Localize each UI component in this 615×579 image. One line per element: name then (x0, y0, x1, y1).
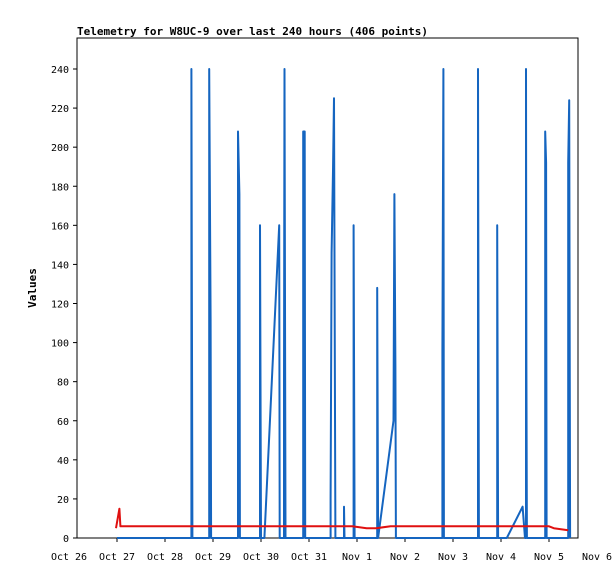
y-tick-label: 200 (51, 143, 69, 154)
series-layer (115, 68, 572, 539)
y-tick-label: 160 (51, 221, 69, 232)
x-tick-label: Nov 3 (438, 552, 468, 563)
y-axis: 0 20 40 60 80 100 120 140 160 180 200 220 240 (51, 65, 77, 545)
y-tick-label: 120 (51, 300, 69, 311)
chart-title: Telemetry for W8UC-9 over last 240 hours… (77, 25, 428, 38)
y-tick-label: 0 (63, 534, 69, 545)
x-tick-label: Oct 29 (195, 552, 231, 563)
y-tick-label: 80 (57, 378, 69, 389)
x-tick-label: Oct 26 (51, 552, 87, 563)
x-tick-label: Oct 31 (291, 552, 327, 563)
series-line-1 (117, 68, 572, 539)
x-tick-label: Nov 1 (342, 552, 372, 563)
plot-area (76, 37, 579, 539)
x-tick-label: Nov 2 (390, 552, 420, 563)
y-tick-label: 60 (57, 417, 69, 428)
x-tick-label: Nov 5 (534, 552, 564, 563)
y-tick-label: 40 (57, 456, 69, 467)
y-tick-label: 240 (51, 65, 69, 76)
x-tick-label: Nov 6 (582, 552, 612, 563)
y-tick-label: 180 (51, 182, 69, 193)
y-tick-label: 100 (51, 339, 69, 350)
y-tick-label: 220 (51, 104, 69, 115)
x-tick-label: Oct 30 (243, 552, 279, 563)
series-line-2 (115, 507, 569, 532)
x-axis: Oct 26 Oct 27 Oct 28 Oct 29 Oct 30 Oct 31 Nov … (51, 538, 612, 563)
x-tick-label: Oct 28 (147, 552, 183, 563)
x-tick-label: Oct 27 (99, 552, 135, 563)
y-tick-label: 140 (51, 260, 69, 271)
y-tick-label: 20 (57, 495, 69, 506)
x-tick-label: Nov 4 (486, 552, 516, 563)
y-axis-title: Values (26, 268, 39, 308)
